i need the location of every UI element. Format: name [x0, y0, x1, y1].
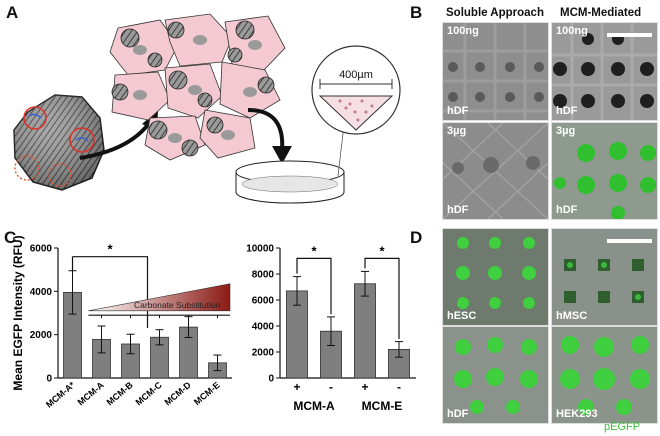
significance-star: *	[311, 243, 317, 258]
y-tick-label: 2000	[252, 348, 275, 359]
x-tick-label: MCM-E	[192, 380, 222, 407]
carbonate-gradient-wedge	[88, 283, 231, 312]
significance-star: *	[107, 242, 113, 257]
cell-type-label: hDF	[447, 408, 469, 420]
col-header-soluble: Soluble Approach	[446, 7, 544, 19]
y-tick-label: 10000	[246, 244, 274, 255]
culture-dish	[235, 107, 347, 204]
arrow-to-cells	[79, 120, 152, 160]
y-tick-label: 6000	[30, 244, 53, 255]
y-tick-label: 2000	[30, 330, 53, 341]
dose-label: 100ng	[556, 25, 588, 37]
cell-label: hDF	[556, 204, 578, 216]
cell-type-label: hMSC	[556, 310, 588, 322]
microparticle-large	[13, 94, 105, 191]
x-tick-label: MCM-B	[105, 380, 136, 408]
micrograph-hmsc: hMSC	[551, 228, 658, 326]
chart-mcm-plusminus: 0 2000 4000 6000 8000 10000 + - + - MCM-A MCM-E * *	[246, 243, 416, 413]
cell-type-label: HEK293	[556, 408, 598, 420]
panel-letter-c: C	[4, 228, 17, 247]
chart-mcm-intensity: Mean EGFP Intensity (RFU) 0 2000 4000 6000 MC…	[11, 235, 232, 410]
significance-bracket	[364, 257, 400, 339]
microwell-zoom	[311, 45, 401, 135]
x-tick-label: -	[397, 380, 401, 394]
cell-cluster	[109, 13, 286, 161]
cell-type-label: hESC	[447, 310, 477, 322]
scale-label-400um: 400µm	[339, 69, 373, 81]
x-tick-label: MCM-C	[134, 380, 165, 408]
dose-label: 3µg	[447, 125, 467, 137]
group-label-mcm-a: MCM-A	[293, 399, 335, 413]
y-tick-label: 4000	[252, 322, 275, 333]
y-tick-label: 0	[268, 374, 274, 385]
y-tick-label: 0	[46, 374, 52, 385]
group-label-mcm-e: MCM-E	[362, 399, 403, 413]
panel-letter-d: D	[410, 228, 423, 247]
x-tick-label: -	[329, 380, 333, 394]
micrograph-soluble-3ug: 3µg hDF	[442, 122, 549, 220]
x-tick-label: +	[293, 380, 300, 394]
significance-bracket	[296, 257, 332, 315]
micrograph-hek293: HEK293	[551, 326, 658, 424]
carbonate-gradient-label: Carbonate Substitution	[134, 300, 221, 310]
panel-letter-b: B	[410, 3, 423, 22]
dose-label: 100ng	[447, 25, 479, 37]
pegfp-label: pEGFP	[604, 421, 641, 433]
micrograph-soluble-100ng: 100ng hDF	[442, 22, 549, 121]
y-tick-label: 6000	[252, 296, 275, 307]
col-header-mcm-mediated: MCM-Mediated	[560, 7, 642, 19]
arrow-to-well	[247, 108, 285, 151]
x-tick-label: MCM-D	[163, 380, 194, 408]
x-tick-label: MCM-A	[76, 380, 107, 408]
panel-letter-a: A	[6, 3, 19, 22]
cell-label: hDF	[447, 105, 469, 117]
micrograph-mcm-3ug: 3µg hDF	[551, 122, 658, 220]
y-axis-label: Mean EGFP Intensity (RFU)	[11, 235, 25, 390]
micrograph-mcm-100ng: 100ng hDF	[551, 22, 658, 121]
schematic-diagram: 400µm	[13, 13, 401, 204]
dose-label: 3µg	[556, 125, 576, 137]
y-tick-label: 4000	[30, 287, 53, 298]
significance-star: *	[379, 243, 385, 258]
y-tick-label: 8000	[252, 270, 275, 281]
cell-label: hDF	[447, 204, 469, 216]
x-tick-label: +	[361, 380, 368, 394]
cell-label: hDF	[556, 105, 578, 117]
bar-mcm-e-plus	[354, 283, 376, 379]
significance-bracket	[72, 256, 149, 328]
micrograph-hdf: hDF	[442, 326, 549, 424]
micrograph-hesc: hESC	[442, 228, 549, 326]
